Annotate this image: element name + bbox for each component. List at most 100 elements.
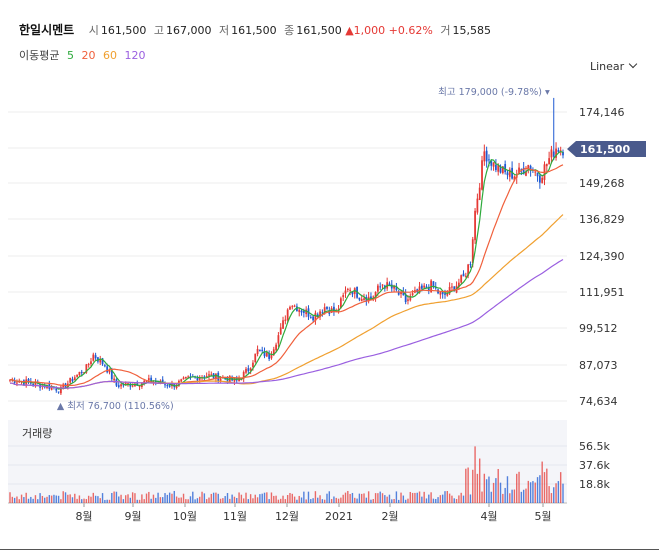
volume-bar (240, 494, 243, 503)
volume-bar (488, 476, 490, 503)
candle-body (168, 385, 171, 387)
candle-body (400, 292, 402, 295)
candle-body (187, 376, 190, 378)
volume-bar (238, 492, 240, 503)
candle-body (339, 298, 342, 309)
volume-bar (543, 472, 546, 503)
candle-body (50, 386, 53, 390)
x-tick-label: 9월 (124, 510, 141, 523)
volume-bar (360, 493, 363, 503)
volume-value: 15,585 (452, 24, 491, 37)
volume-bar (55, 495, 57, 503)
volume-bar (168, 492, 171, 503)
candle-body (457, 282, 460, 287)
scale-selector[interactable]: Linear (590, 59, 638, 73)
candle-body (522, 167, 525, 175)
candle-body (131, 385, 134, 387)
candle-body (319, 311, 321, 318)
volume-bar (222, 498, 224, 503)
candle-body (60, 386, 62, 394)
candle-body (508, 169, 511, 177)
volume-bar (559, 472, 562, 503)
candle-body (492, 162, 495, 167)
candle-body (101, 358, 104, 365)
volume-bar (37, 499, 39, 503)
volume-label: 거 (440, 24, 451, 37)
volume-bar (444, 491, 446, 503)
candle-body (282, 320, 284, 329)
volume-bar (550, 493, 553, 503)
bottom-divider (0, 549, 659, 550)
ma-legend-20: 20 (81, 49, 96, 62)
y-tick-label: 136,829 (579, 213, 625, 226)
candle-body (57, 391, 60, 393)
candle-body (402, 291, 405, 296)
volume-bar (148, 491, 150, 503)
volume-bar (57, 495, 60, 503)
candle-body (536, 172, 539, 177)
volume-bar (254, 494, 256, 503)
volume-bar (485, 479, 488, 503)
volume-bar (9, 492, 11, 503)
volume-panel (8, 420, 567, 503)
volume-bar (520, 491, 523, 503)
volume-bar (513, 489, 516, 503)
y-tick-label: 99,512 (579, 322, 618, 335)
volume-bar (182, 493, 185, 503)
volume-bar (312, 498, 314, 503)
candle-body (145, 380, 148, 382)
volume-bar (259, 494, 261, 503)
candle-body (316, 314, 319, 317)
candle-body (467, 264, 470, 276)
volume-bar (143, 499, 145, 503)
x-tick-label: 8월 (75, 510, 92, 523)
volume-bar (490, 491, 492, 503)
volume-bar (305, 499, 307, 503)
volume-bar (393, 499, 395, 503)
candle-body (376, 285, 379, 292)
volume-bar (367, 491, 370, 503)
volume-bar (99, 498, 101, 503)
candle-body (541, 177, 544, 183)
volume-bar (407, 498, 409, 503)
volume-bar (455, 498, 458, 503)
volume-bar (358, 493, 361, 503)
ma-line-120 (10, 258, 564, 389)
volume-bar (300, 497, 303, 503)
volume-bar (69, 494, 71, 503)
volume-bar (370, 499, 372, 503)
high-annotation: 최고 179,000 (-9.78%) ▾ (438, 87, 550, 98)
volume-bar (481, 491, 483, 503)
volume-bar (529, 482, 532, 503)
candle-body (13, 380, 16, 384)
volume-bar (16, 496, 18, 503)
volume-bar (124, 495, 127, 503)
volume-bar (242, 498, 245, 503)
volume-bar (210, 493, 213, 503)
candle-body (300, 310, 303, 313)
volume-bar (432, 498, 435, 503)
y-tick-label: 111,951 (579, 286, 625, 299)
volume-bar (180, 497, 182, 503)
candle-body (138, 385, 141, 387)
candle-body (147, 378, 150, 381)
volume-bar (344, 492, 347, 503)
volume-bar (541, 461, 543, 503)
candle-body (349, 289, 352, 291)
volume-bar (64, 492, 67, 503)
candle-body (374, 292, 377, 299)
candle-body (277, 335, 280, 344)
volume-bar (129, 497, 132, 503)
candle-body (451, 286, 453, 288)
candle-body (127, 383, 129, 385)
ma-legend-120: 120 (124, 49, 146, 62)
candle-body (397, 291, 400, 295)
volume-bar (201, 491, 203, 503)
candle-body (129, 383, 132, 387)
volume-bar (219, 498, 222, 503)
candle-body (279, 327, 282, 335)
high-value: 167,000 (165, 24, 212, 37)
x-tick-label: 4월 (480, 510, 497, 523)
change-up-icon: ▲ (345, 24, 354, 37)
